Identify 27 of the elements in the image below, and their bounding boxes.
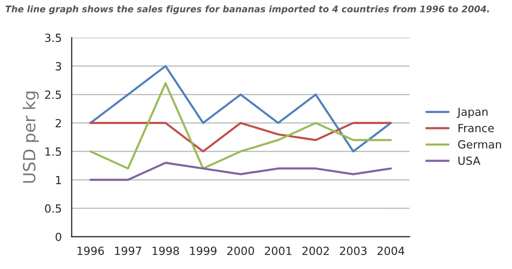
y-tick-label: 0	[56, 232, 62, 242]
y-tick-label: 3	[56, 62, 62, 70]
x-tick-label: 2003	[340, 246, 367, 256]
legend-label: France	[458, 124, 494, 132]
line-series	[89, 65, 392, 152]
y-tick-label: 0.5	[45, 204, 61, 213]
x-tick-label: 2000	[227, 246, 254, 256]
x-tick-label: 1997	[115, 246, 142, 256]
x-tick-label: 1999	[190, 246, 216, 256]
x-tick-label: 1998	[152, 246, 179, 256]
y-tick-label: 2.5	[45, 90, 61, 99]
legend-label: German	[458, 140, 502, 149]
chart-title: The line graph shows the sales figures for bananas imported to 4 countries from 1996 to 2004.	[6, 5, 489, 14]
x-tick-label: 2004	[378, 246, 404, 256]
legend-label: USA	[458, 156, 480, 165]
x-tick-label: 2002	[302, 246, 329, 256]
y-tick-label: 3.5	[45, 34, 61, 42]
y-tick-label: 2	[56, 118, 61, 128]
x-tick-label: 2001	[264, 246, 292, 256]
y-tick-label: 1	[56, 176, 61, 184]
x-tick-label: 1996	[78, 246, 104, 256]
line-series	[89, 162, 392, 181]
y-tick-label: 1.5	[46, 148, 61, 156]
line-series	[89, 82, 392, 170]
legend-label: Japan	[456, 108, 488, 118]
line-series	[89, 122, 392, 152]
y-axis-title: USD per kg	[22, 92, 39, 183]
